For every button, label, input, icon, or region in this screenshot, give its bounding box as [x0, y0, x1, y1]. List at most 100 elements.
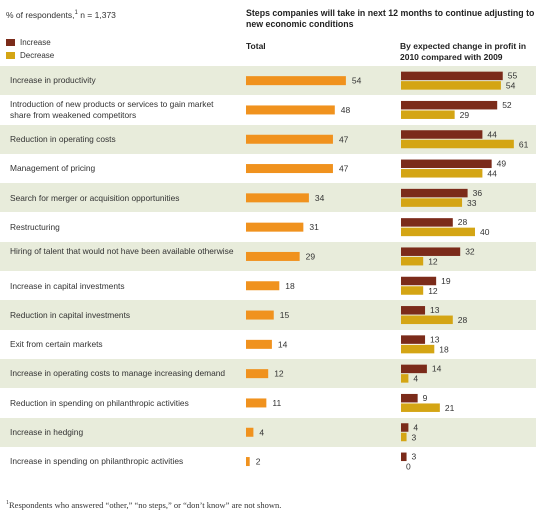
increase-bar	[401, 100, 498, 110]
increase-bar	[401, 188, 468, 198]
row-shade	[0, 417, 536, 447]
increase-bar	[401, 335, 426, 344]
total-bar	[246, 281, 280, 291]
decrease-value-label: 0	[406, 462, 411, 472]
decrease-bar	[401, 344, 435, 354]
legend-increase: Increase	[6, 38, 51, 47]
increase-value-label: 32	[465, 246, 475, 256]
increase-value-label: 9	[423, 393, 428, 403]
category-label: Increase in capital investments	[10, 280, 125, 291]
total-value-label: 47	[339, 134, 349, 144]
total-value-label: 34	[315, 193, 325, 203]
decrease-value-label: 33	[467, 198, 477, 208]
increase-value-label: 49	[497, 159, 507, 169]
total-bar	[246, 134, 333, 144]
total-bar	[246, 105, 335, 115]
category-label: Exit from certain markets	[10, 339, 103, 350]
total-bar	[246, 369, 269, 379]
increase-value-label: 44	[487, 129, 497, 139]
increase-value-label: 3	[412, 452, 417, 462]
category-label: Restructuring	[10, 221, 60, 232]
total-value-label: 15	[280, 310, 290, 320]
category-label: Introduction of new products or services…	[10, 99, 214, 120]
chart-title: Steps companies will take in next 12 mon…	[246, 8, 535, 29]
increase-value-label: 19	[441, 276, 451, 286]
total-bar	[246, 222, 304, 232]
increase-bar	[401, 423, 409, 432]
decrease-value-label: 54	[506, 81, 516, 91]
total-bar	[246, 251, 300, 261]
total-value-label: 29	[306, 251, 316, 261]
footnote: 1Respondents who answered “other,” “no s…	[6, 500, 282, 510]
increase-bar	[401, 306, 426, 315]
category-label: Increase in hedging	[10, 427, 84, 437]
decrease-value-label: 40	[480, 227, 490, 237]
decrease-bar	[401, 315, 453, 325]
decrease-bar	[401, 432, 407, 442]
decrease-bar	[401, 256, 424, 266]
increase-value-label: 13	[430, 305, 440, 315]
category-label: Increase in productivity	[10, 75, 96, 86]
increase-value-label: 14	[432, 364, 442, 374]
decrease-value-label: 12	[428, 286, 438, 296]
category-label: Search for merger or acquisition opportu…	[10, 192, 180, 203]
increase-bar	[401, 71, 503, 81]
increase-value-label: 13	[430, 334, 440, 344]
category-label: Increase in operating costs to manage in…	[10, 368, 226, 379]
decrease-value-label: 29	[460, 110, 470, 120]
category-label: Reduction in capital investments	[10, 309, 131, 320]
increase-bar	[401, 393, 418, 403]
profit-heading: By expected change in profit in 2010 com…	[400, 41, 527, 62]
total-value-label: 2	[256, 457, 261, 467]
legend-decrease-swatch	[6, 52, 15, 60]
decrease-bar	[401, 110, 455, 119]
category-label: Management of pricing	[10, 163, 96, 174]
increase-bar	[401, 130, 483, 139]
decrease-value-label: 44	[487, 169, 497, 179]
decrease-bar	[401, 139, 514, 149]
increase-value-label: 52	[502, 100, 512, 110]
decrease-bar	[401, 198, 463, 207]
decrease-value-label: 3	[412, 432, 417, 442]
increase-bar	[401, 276, 437, 286]
increase-value-label: 36	[473, 188, 483, 198]
decrease-bar	[401, 169, 483, 178]
total-bar	[246, 339, 272, 349]
decrease-value-label: 12	[428, 256, 438, 266]
total-bar	[246, 398, 267, 408]
total-bar	[246, 76, 346, 86]
total-value-label: 12	[274, 369, 284, 379]
increase-bar	[401, 218, 453, 227]
increase-bar	[401, 247, 461, 256]
increase-value-label: 4	[413, 422, 418, 432]
decrease-value-label: 18	[439, 344, 449, 354]
decrease-bar	[401, 286, 424, 295]
total-bar	[246, 310, 274, 320]
increase-bar	[401, 159, 492, 169]
category-label: Reduction in spending on philanthropic a…	[10, 397, 189, 408]
total-value-label: 54	[352, 76, 362, 86]
decrease-bar	[401, 374, 409, 383]
decrease-bar	[401, 227, 475, 237]
decrease-value-label: 28	[458, 315, 468, 325]
decrease-bar	[401, 403, 440, 412]
total-value-label: 47	[339, 164, 349, 174]
legend-increase-swatch	[6, 39, 15, 47]
decrease-value-label: 4	[413, 374, 418, 384]
total-bar	[246, 164, 333, 174]
legend-decrease-label: Decrease	[20, 51, 55, 60]
total-value-label: 48	[341, 105, 351, 115]
category-label: Reduction in operating costs	[10, 134, 116, 144]
decrease-value-label: 21	[445, 403, 455, 413]
total-bar	[246, 457, 250, 467]
total-value-label: 11	[272, 398, 281, 408]
increase-bar	[401, 452, 407, 462]
decrease-value-label: 61	[519, 139, 529, 149]
decrease-bar	[401, 81, 501, 90]
increase-bar	[401, 364, 427, 374]
total-bar	[246, 193, 309, 203]
increase-value-label: 28	[458, 217, 468, 227]
total-heading: Total	[246, 41, 266, 51]
respondents-note: % of respondents,1 n = 1,373	[6, 10, 116, 20]
